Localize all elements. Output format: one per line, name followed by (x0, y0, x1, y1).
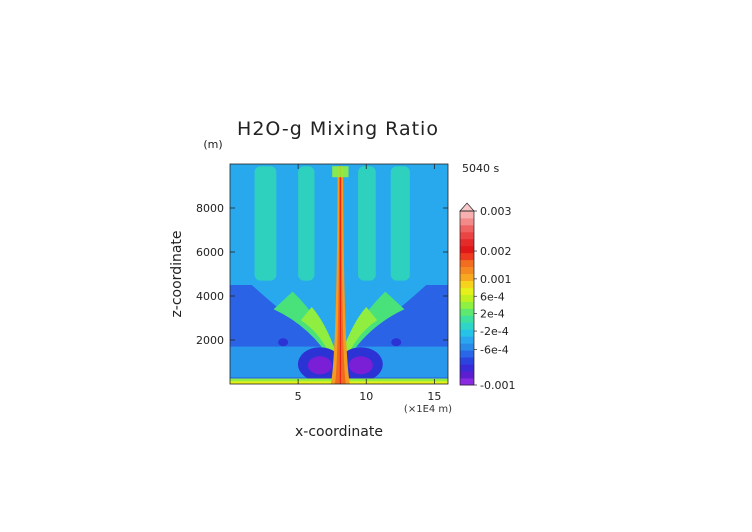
colorbar-segment (460, 224, 474, 233)
y-tick-label: 4000 (196, 290, 224, 303)
colorbar-segment (460, 211, 474, 219)
plot-frame (229, 163, 449, 385)
x-tick-label: 10 (359, 390, 373, 403)
colorbar-segment (460, 308, 474, 316)
colorbar-frame (459, 210, 475, 386)
y-tick-label: 8000 (196, 202, 224, 215)
colorbar-label: 2e-4 (480, 308, 505, 321)
colorbar-segment (460, 315, 474, 323)
y-unit-label: (m) (203, 138, 222, 151)
y-tick-label: 2000 (196, 334, 224, 347)
colorbar-segment (460, 245, 474, 254)
colorbar-label: -2e-4 (480, 325, 509, 338)
field-right-arm (340, 291, 405, 365)
colorbar-segment (460, 252, 474, 261)
colorbar-segment (460, 217, 474, 226)
colorbar-label: -0.001 (480, 379, 515, 392)
field-band (298, 166, 315, 281)
y-tick-label: 6000 (196, 246, 224, 259)
field-plume-top (332, 166, 349, 178)
colorbar-segment (460, 301, 474, 309)
field-band (254, 166, 277, 281)
field-right-arm-inner (341, 307, 378, 362)
colorbar-label: 0.001 (480, 273, 512, 286)
y-axis-label: z-coordinate (169, 230, 185, 317)
axes: 5 10 15 2000 4000 6000 8000 (196, 163, 449, 403)
chart-title: H2O-g Mixing Ratio (237, 118, 439, 140)
heatmap-plot (230, 164, 448, 384)
colorbar-segment (460, 364, 474, 372)
colorbar: -0.001 -6e-4 -2e-4 2e-4 6e-4 0.001 0.002 0.003 (459, 202, 515, 392)
field-band (390, 166, 410, 281)
x-tick-label: 5 (295, 390, 302, 403)
colorbar-label: 0.003 (480, 205, 512, 218)
colorbar-segment (460, 371, 474, 379)
colorbar-segment (460, 336, 474, 344)
colorbar-segment (460, 343, 474, 351)
x-tick-label: 15 (427, 390, 441, 403)
colorbar-label: -6e-4 (480, 343, 509, 356)
colorbar-segment (460, 273, 474, 281)
field-small-lobe (278, 338, 289, 347)
colorbar-segment (460, 259, 474, 268)
colorbar-segment (460, 280, 474, 288)
colorbar-label: 0.002 (480, 245, 512, 258)
time-label: 5040 s (462, 162, 499, 175)
colorbar-segment (460, 238, 474, 247)
colorbar-segment (460, 322, 474, 330)
colorbar-segment (460, 287, 474, 295)
colorbar-segment (460, 357, 474, 365)
x-unit-label: (×1E4 m) (404, 404, 452, 415)
colorbar-segment (460, 231, 474, 240)
colorbar-extend-arrow (459, 202, 475, 212)
field-small-lobe (391, 338, 402, 347)
field-negative-core (348, 356, 373, 375)
colorbar-segment (460, 378, 474, 386)
field-negative-core (307, 356, 332, 375)
field-left-arm (273, 291, 338, 365)
colorbar-segment (460, 294, 474, 302)
colorbar-segment (460, 329, 474, 337)
colorbar-label: 6e-4 (480, 290, 505, 303)
x-axis-label: x-coordinate (295, 424, 383, 440)
field-band (358, 166, 376, 281)
colorbar-segment (460, 350, 474, 358)
colorbar-segment (460, 266, 474, 275)
field-plume-core (339, 166, 341, 384)
